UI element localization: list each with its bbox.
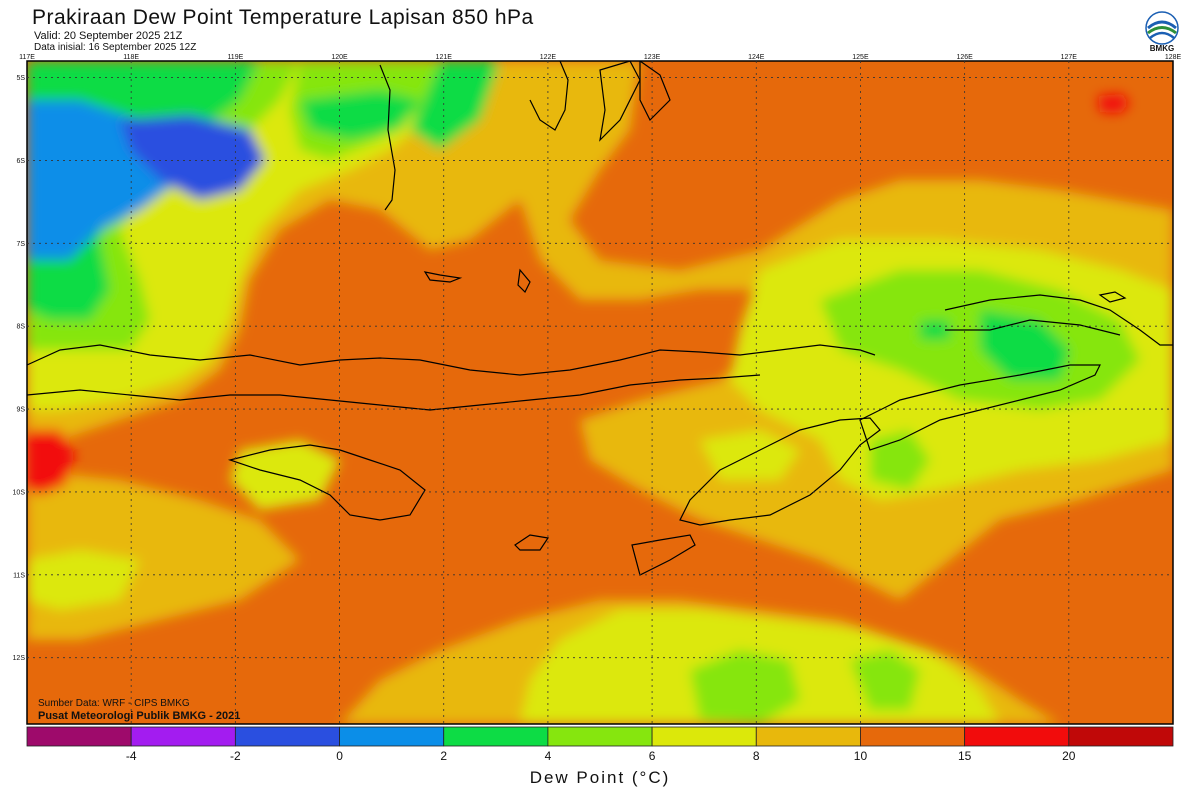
longitude-label: 118E — [123, 54, 139, 61]
longitude-label: 119E — [227, 54, 243, 61]
longitude-label: 128E — [1165, 54, 1182, 61]
latitude-label: 8S — [16, 324, 25, 331]
longitude-label: 121E — [436, 54, 453, 61]
longitude-label: 126E — [956, 54, 973, 61]
longitude-label: 123E — [644, 54, 661, 61]
data-source: Sumber Data: WRF - CIPS BMKG — [38, 698, 190, 709]
longitude-labels: 117E 118E 119E 120E 121E 122E 123E 124E 125E 126E… — [19, 54, 1181, 61]
latitude-label: 10S — [13, 489, 26, 496]
dew-point-field — [27, 61, 1173, 724]
coastlines — [27, 61, 1173, 576]
latitude-labels: 5S 6S 7S 8S 9S 10S 11S 12S — [13, 75, 26, 662]
map-frame — [26, 60, 1174, 725]
longitude-label: 125E — [852, 54, 869, 61]
longitude-label: 120E — [331, 54, 348, 61]
longitude-label: 127E — [1061, 54, 1078, 61]
latitude-label: 11S — [13, 572, 25, 579]
initial-data-time: Data inisial: 16 September 2025 12Z — [34, 42, 197, 53]
center-credit: Pusat Meteorologi Publik BMKG - 2021 — [38, 710, 241, 722]
valid-time: Valid: 20 September 2025 21Z — [34, 30, 183, 42]
longitude-label: 117E — [19, 54, 35, 61]
logo-text: BMKG — [1149, 44, 1175, 53]
map-title: Prakiraan Dew Point Temperature Lapisan … — [32, 6, 534, 29]
latitude-label: 9S — [16, 407, 25, 414]
longitude-label: 124E — [748, 54, 765, 61]
latitude-label: 12S — [13, 655, 26, 662]
latitude-label: 7S — [16, 241, 25, 248]
bmkg-logo-icon — [1145, 11, 1179, 45]
graticule — [27, 61, 1173, 724]
latitude-label: 6S — [16, 158, 25, 165]
colorbar-unit-label: Dew Point (°C) — [529, 768, 671, 787]
longitude-label: 122E — [540, 54, 557, 61]
latitude-label: 5S — [16, 75, 25, 82]
